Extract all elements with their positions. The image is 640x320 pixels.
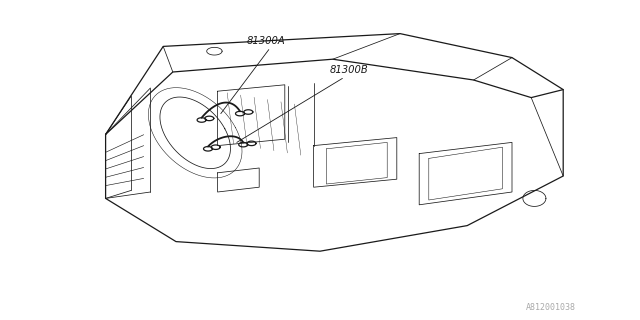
- Text: 81300B: 81300B: [330, 65, 368, 75]
- Text: 81300A: 81300A: [246, 36, 285, 46]
- Text: A812001038: A812001038: [525, 303, 575, 312]
